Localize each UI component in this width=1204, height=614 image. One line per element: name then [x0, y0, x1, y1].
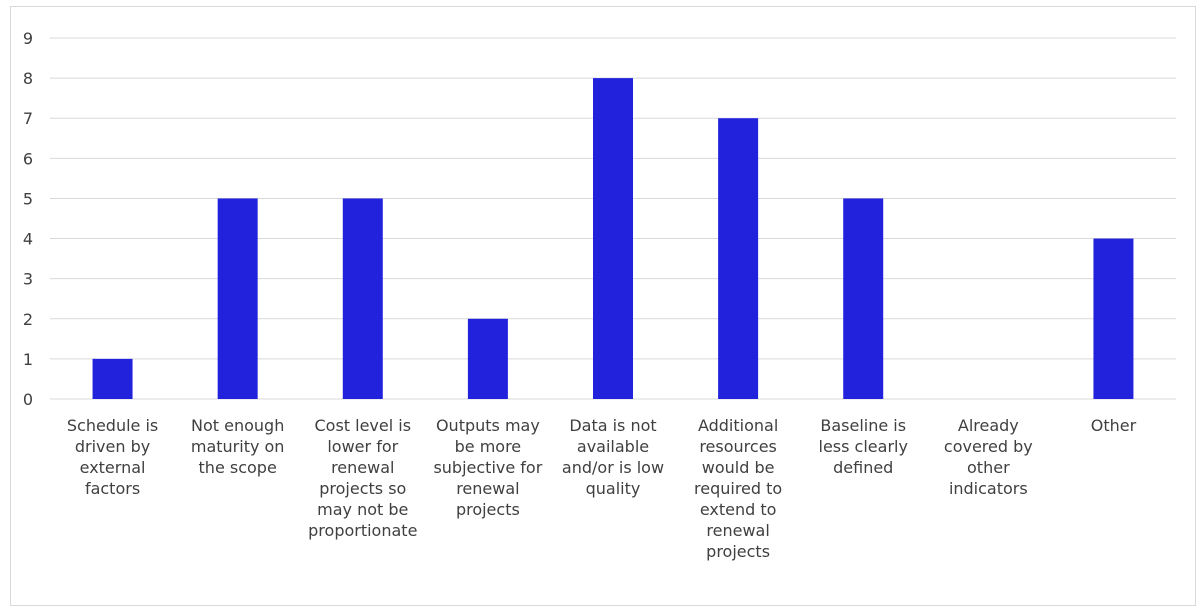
bar: [843, 198, 884, 399]
x-category-label: Data is not available and/or is low quality: [562, 416, 664, 498]
x-category-label-line: resources: [699, 437, 777, 456]
bar-chart: 0 1 2 3 4 5 6 7 8 9 Schedule is driven by external f…: [23, 29, 1176, 561]
bar: [718, 118, 759, 399]
x-category-label-line: Other: [1091, 416, 1137, 435]
y-tick-label: 0: [23, 390, 33, 409]
y-tick-label: 5: [23, 189, 33, 208]
x-category-label-line: would be: [702, 458, 775, 477]
x-category-label-line: covered by: [944, 437, 1033, 456]
x-category-label: Outputs may be more subjective for renewal p…: [433, 416, 542, 519]
y-tick-label: 2: [23, 310, 33, 329]
x-category-label-line: proportionate: [308, 521, 417, 540]
x-category-label-line: renewal: [331, 458, 394, 477]
bar: [1093, 238, 1134, 399]
x-category-label-line: may not be: [317, 500, 408, 519]
chart-frame: 0 1 2 3 4 5 6 7 8 9 Schedule is driven by external f…: [10, 6, 1196, 606]
x-category-label-line: projects so: [319, 479, 406, 498]
x-category-label-line: Baseline is: [820, 416, 906, 435]
x-category-label-line: less clearly: [819, 437, 908, 456]
bar: [217, 198, 258, 399]
x-category-label: Not enough maturity on the scope: [191, 416, 285, 477]
x-category-label-line: Outputs may: [436, 416, 540, 435]
x-category-label-line: and/or is low: [562, 458, 664, 477]
x-category-label: Schedule is driven by external factors: [67, 416, 158, 498]
x-category-label-line: maturity on: [191, 437, 285, 456]
x-category-label-line: external: [80, 458, 146, 477]
x-category-label-line: Data is not: [569, 416, 656, 435]
y-tick-label: 1: [23, 350, 33, 369]
y-axis: 0 1 2 3 4 5 6 7 8 9: [23, 29, 33, 409]
x-category-label-line: defined: [833, 458, 893, 477]
x-category-label-line: Already: [958, 416, 1019, 435]
y-tick-label: 4: [23, 230, 33, 249]
x-category-label-line: available: [577, 437, 649, 456]
bar: [593, 78, 633, 399]
x-category-label-line: driven by: [75, 437, 150, 456]
x-category-label-line: projects: [456, 500, 520, 519]
x-category-label: Already covered by other indicators: [944, 416, 1033, 498]
x-category-label: Other: [1091, 416, 1137, 435]
x-category-label-line: lower for: [327, 437, 398, 456]
x-category-label-line: be more: [455, 437, 522, 456]
x-category-label-line: required to: [694, 479, 782, 498]
x-category-label-line: Cost level is: [314, 416, 411, 435]
y-tick-label: 7: [23, 109, 33, 128]
x-category-label: Baseline is less clearly defined: [819, 416, 908, 477]
x-category-label-line: Schedule is: [67, 416, 158, 435]
x-category-label-line: factors: [85, 479, 140, 498]
bar: [92, 358, 133, 399]
x-category-label-line: extend to: [700, 500, 777, 519]
y-tick-label: 8: [23, 69, 33, 88]
x-category-label-line: renewal: [456, 479, 519, 498]
x-category-label-line: Additional: [698, 416, 778, 435]
x-category-label-line: projects: [706, 542, 770, 561]
x-category-label-line: the scope: [199, 458, 277, 477]
x-category-label-line: subjective for: [433, 458, 542, 477]
bar: [342, 198, 383, 399]
x-category-label-line: other: [967, 458, 1010, 477]
x-category-label-line: renewal: [706, 521, 769, 540]
y-tick-label: 6: [23, 149, 33, 168]
y-tick-label: 3: [23, 270, 33, 289]
bars: [92, 78, 1134, 399]
x-category-label-line: Not enough: [191, 416, 284, 435]
x-category-label-line: indicators: [949, 479, 1028, 498]
x-category-label: Additional resources would be required to ex…: [694, 416, 782, 561]
y-tick-label: 9: [23, 29, 33, 48]
x-category-label: Cost level is lower for renewal projects so…: [308, 416, 417, 540]
x-axis: Schedule is driven by external factors Not e…: [67, 416, 1137, 561]
x-category-label-line: quality: [586, 479, 641, 498]
bar: [467, 318, 508, 399]
